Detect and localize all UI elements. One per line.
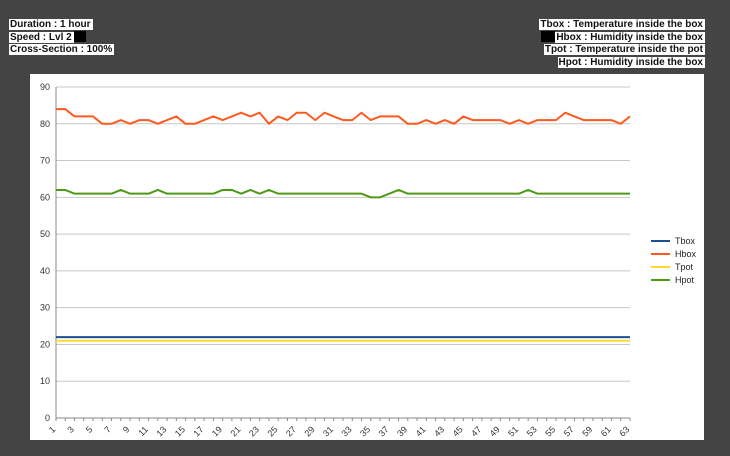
chart-panel: 0 10 20 30 40 50 60 70 80 90 1 3 5 7 9 11 13 15 17 19 21 23 2… [30, 74, 704, 440]
tpot-definition: Tpot : Temperature inside the pot [543, 44, 705, 56]
y-tick-label-60: 60 [40, 192, 50, 202]
x-tick-label-61: 61 [599, 424, 613, 438]
x-tick-label-11: 11 [136, 424, 150, 438]
info-right-block: Tbox : Temperature inside the box Hbox :… [539, 19, 705, 69]
y-tick-label-10: 10 [40, 376, 50, 386]
info-left-block: Duration : 1 hour Speed : Lvl 2 Cross-Se… [9, 19, 115, 57]
x-tick-label-21: 21 [228, 424, 242, 438]
duration-line: Duration : 1 hour [9, 19, 114, 31]
duration-text: Duration : 1 hour [9, 19, 93, 30]
series-line-hbox [56, 108, 631, 125]
x-tick-label-1: 1 [47, 424, 58, 435]
x-tick-label-7: 7 [102, 424, 113, 435]
tbox-line: Tbox : Temperature inside the box [539, 19, 705, 31]
redaction-box-right [541, 31, 556, 43]
legend-label-tbox: Tbox [675, 236, 696, 246]
hpot-definition: Hpot : Humidity inside the box [557, 56, 705, 68]
x-tick-label-37: 37 [377, 424, 391, 438]
x-tick-label-35: 35 [358, 424, 372, 438]
x-axis: 1 3 5 7 9 11 13 15 17 19 21 23 25 27 29 31 33 35 37 39 41 43 4… [47, 418, 631, 438]
hpot-line: Hpot : Humidity inside the box [539, 56, 705, 69]
x-tick-label-39: 39 [395, 424, 409, 438]
legend-label-hpot: Hpot [675, 275, 695, 285]
x-tick-label-41: 41 [414, 424, 428, 438]
series-line-hpot [56, 188, 630, 199]
x-tick-label-9: 9 [121, 424, 132, 435]
y-tick-label-20: 20 [40, 339, 50, 349]
x-tick-label-51: 51 [506, 424, 520, 438]
redaction-box [73, 31, 86, 43]
cross-section-line: Cross-Section : 100% [9, 44, 115, 56]
legend: Tbox Hbox Tpot Hpot [651, 236, 697, 285]
y-tick-label-0: 0 [45, 413, 50, 423]
x-tick-label-63: 63 [617, 424, 631, 438]
grid-lines [56, 86, 630, 419]
tpot-line: Tpot : Temperature inside the pot [539, 44, 705, 56]
x-tick-label-19: 19 [210, 424, 224, 438]
legend-label-hbox: Hbox [675, 249, 697, 259]
x-tick-label-25: 25 [265, 424, 279, 438]
tbox-definition: Tbox : Temperature inside the box [539, 19, 705, 30]
hbox-definition: Hbox : Humidity inside the box [555, 32, 705, 44]
x-tick-label-3: 3 [65, 424, 76, 435]
x-tick-label-53: 53 [525, 424, 539, 438]
y-tick-label-90: 90 [40, 82, 50, 92]
cross-section-text: Cross-Section : 100% [9, 44, 115, 56]
x-tick-label-17: 17 [191, 424, 205, 438]
x-tick-label-31: 31 [321, 424, 335, 438]
x-tick-label-13: 13 [154, 424, 168, 438]
y-tick-label-40: 40 [40, 266, 50, 276]
x-tick-label-55: 55 [543, 424, 557, 438]
x-tick-label-57: 57 [562, 424, 576, 438]
hbox-line: Hbox : Humidity inside the box [539, 31, 705, 44]
legend-label-tpot: Tpot [675, 262, 694, 272]
series-lines [56, 108, 631, 342]
speed-line: Speed : Lvl 2 [9, 31, 114, 44]
x-tick-label-15: 15 [173, 424, 187, 438]
x-tick-label-29: 29 [302, 424, 316, 438]
y-tick-label-30: 30 [40, 303, 50, 313]
speed-text: Speed : Lvl 2 [9, 32, 74, 44]
y-tick-label-80: 80 [40, 119, 50, 129]
x-tick-label-47: 47 [469, 424, 483, 438]
x-tick-label-45: 45 [451, 424, 465, 438]
y-axis: 0 10 20 30 40 50 60 70 80 90 [40, 82, 57, 423]
x-tick-label-33: 33 [340, 424, 354, 438]
x-tick-label-43: 43 [432, 424, 446, 438]
x-tick-label-5: 5 [84, 424, 95, 435]
x-tick-label-27: 27 [284, 424, 298, 438]
x-tick-label-49: 49 [488, 424, 502, 438]
x-tick-label-23: 23 [247, 424, 261, 438]
x-tick-label-59: 59 [580, 424, 594, 438]
y-tick-label-50: 50 [40, 229, 50, 239]
y-tick-label-70: 70 [40, 156, 50, 166]
